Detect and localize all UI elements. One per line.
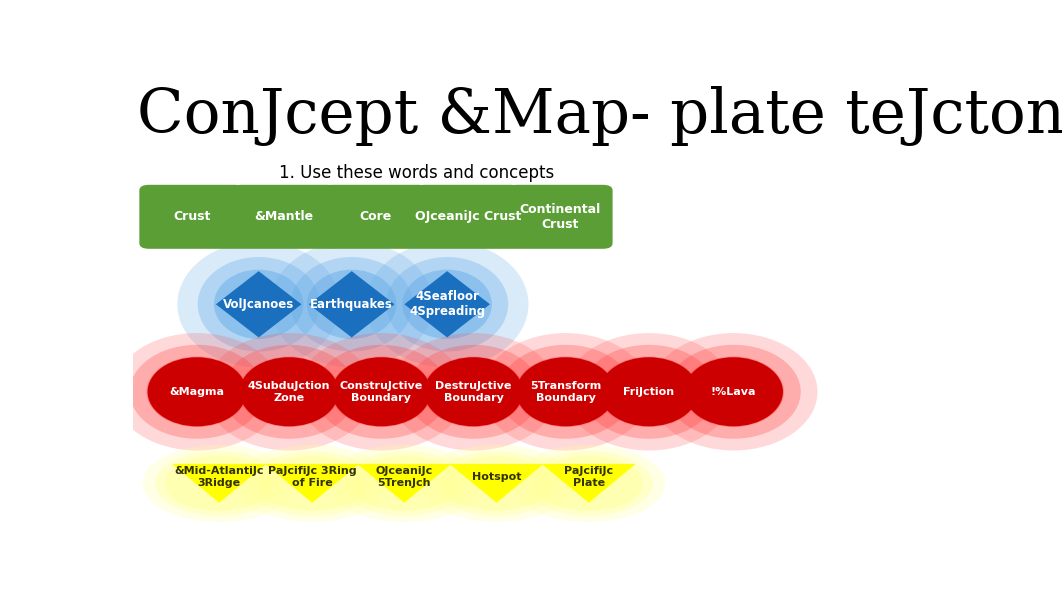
Ellipse shape xyxy=(650,333,818,450)
Text: 4Seafloor
4Spreading: 4Seafloor 4Spreading xyxy=(409,290,485,318)
Ellipse shape xyxy=(419,445,573,522)
Ellipse shape xyxy=(113,333,280,450)
Ellipse shape xyxy=(516,357,615,426)
Ellipse shape xyxy=(350,456,459,511)
Ellipse shape xyxy=(222,345,356,439)
Text: Continental
Crust: Continental Crust xyxy=(519,203,600,231)
Ellipse shape xyxy=(332,357,431,426)
Text: Core: Core xyxy=(359,210,392,223)
Ellipse shape xyxy=(155,451,284,515)
Polygon shape xyxy=(172,464,267,503)
Ellipse shape xyxy=(498,345,633,439)
Text: &Mid-AtlantiJc
3Ridge: &Mid-AtlantiJc 3Ridge xyxy=(174,466,264,488)
Text: Hotspot: Hotspot xyxy=(472,472,521,482)
FancyBboxPatch shape xyxy=(232,185,337,249)
Ellipse shape xyxy=(390,333,558,450)
Ellipse shape xyxy=(314,345,448,439)
Text: 5Transform
Boundary: 5Transform Boundary xyxy=(530,381,601,402)
Polygon shape xyxy=(309,271,394,337)
Ellipse shape xyxy=(297,333,465,450)
Ellipse shape xyxy=(525,451,653,515)
Ellipse shape xyxy=(258,456,366,511)
Text: 4SubduJction
Zone: 4SubduJction Zone xyxy=(247,381,330,402)
Polygon shape xyxy=(216,271,302,337)
Ellipse shape xyxy=(213,270,304,339)
Text: PaJcifiJc 3Ring
of Fire: PaJcifiJc 3Ring of Fire xyxy=(268,466,357,488)
Text: DestruJctive
Boundary: DestruJctive Boundary xyxy=(435,381,512,402)
Ellipse shape xyxy=(142,445,295,522)
Polygon shape xyxy=(266,464,359,503)
Polygon shape xyxy=(358,464,451,503)
Text: &Magma: &Magma xyxy=(170,387,224,397)
Text: Earthquakes: Earthquakes xyxy=(310,298,393,311)
Ellipse shape xyxy=(177,242,340,367)
Ellipse shape xyxy=(130,345,264,439)
Ellipse shape xyxy=(667,345,801,439)
Ellipse shape xyxy=(247,451,376,515)
Ellipse shape xyxy=(271,242,433,367)
Ellipse shape xyxy=(239,356,340,427)
Ellipse shape xyxy=(683,356,784,427)
Polygon shape xyxy=(405,271,490,337)
Ellipse shape xyxy=(340,451,468,515)
Text: 1. Use these words and concepts: 1. Use these words and concepts xyxy=(279,164,554,182)
Ellipse shape xyxy=(365,242,529,367)
Text: VolJcanoes: VolJcanoes xyxy=(223,298,294,311)
Ellipse shape xyxy=(598,356,699,427)
Ellipse shape xyxy=(482,333,650,450)
Text: !%Lava: !%Lava xyxy=(710,387,756,397)
Ellipse shape xyxy=(291,257,413,352)
Ellipse shape xyxy=(424,357,523,426)
Ellipse shape xyxy=(407,345,541,439)
Ellipse shape xyxy=(442,456,551,511)
Ellipse shape xyxy=(307,270,396,339)
Text: OJceaniJc
5TrenJch: OJceaniJc 5TrenJch xyxy=(376,466,433,488)
Ellipse shape xyxy=(328,445,481,522)
Ellipse shape xyxy=(198,257,320,352)
FancyBboxPatch shape xyxy=(323,185,428,249)
Ellipse shape xyxy=(684,357,783,426)
Text: &Mantle: &Mantle xyxy=(255,210,313,223)
Polygon shape xyxy=(449,464,544,503)
Ellipse shape xyxy=(165,456,274,511)
Text: OJceaniJc Crust: OJceaniJc Crust xyxy=(414,210,521,223)
Ellipse shape xyxy=(147,356,247,427)
Ellipse shape xyxy=(565,333,733,450)
Ellipse shape xyxy=(148,357,246,426)
FancyBboxPatch shape xyxy=(508,185,613,249)
Ellipse shape xyxy=(331,356,431,427)
Polygon shape xyxy=(542,464,636,503)
Text: ConJcept &Map- plate teJctoniJcs: ConJcept &Map- plate teJctoniJcs xyxy=(137,86,1062,145)
Ellipse shape xyxy=(515,356,616,427)
Text: ConstruJctive
Boundary: ConstruJctive Boundary xyxy=(340,381,423,402)
Ellipse shape xyxy=(402,270,492,339)
Ellipse shape xyxy=(205,333,373,450)
Ellipse shape xyxy=(236,445,389,522)
Text: PaJcifiJc
Plate: PaJcifiJc Plate xyxy=(564,466,613,488)
Text: FriJction: FriJction xyxy=(623,387,674,397)
Ellipse shape xyxy=(582,345,716,439)
Ellipse shape xyxy=(599,357,698,426)
Ellipse shape xyxy=(387,257,508,352)
Ellipse shape xyxy=(534,456,644,511)
Ellipse shape xyxy=(512,445,665,522)
Ellipse shape xyxy=(423,356,524,427)
Ellipse shape xyxy=(432,451,561,515)
FancyBboxPatch shape xyxy=(415,185,520,249)
Ellipse shape xyxy=(240,357,339,426)
FancyBboxPatch shape xyxy=(139,185,244,249)
Text: Crust: Crust xyxy=(173,210,210,223)
